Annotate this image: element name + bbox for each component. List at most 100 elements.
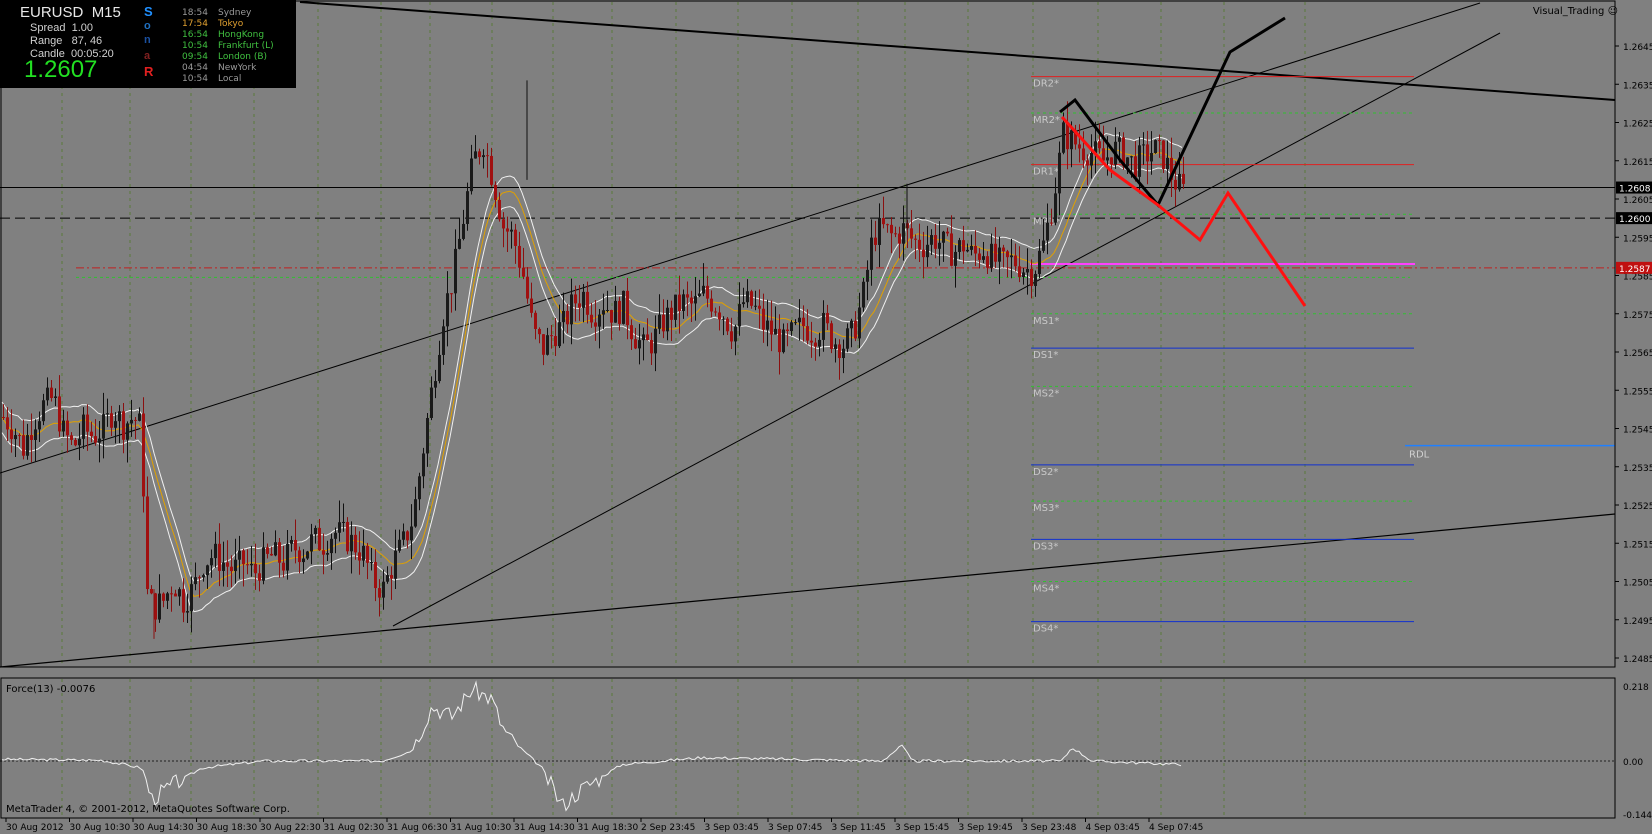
sonar-letter-o: o	[144, 20, 151, 32]
candle-body	[386, 575, 389, 582]
candle-body	[1154, 140, 1157, 154]
candle-body	[966, 249, 969, 252]
candle-body	[134, 419, 137, 421]
black-projection-zigzag	[1059, 16, 1286, 208]
indicator-tick-label: 0.218	[1623, 683, 1649, 693]
candle-body	[130, 419, 133, 424]
candle-body	[558, 322, 561, 347]
x-tick-label: 4 Sep 03:45	[1086, 823, 1140, 833]
candle-body	[958, 240, 961, 252]
trendline	[0, 513, 1616, 668]
x-tick-label: 30 Aug 10:30	[70, 823, 131, 833]
candle-body	[1158, 140, 1161, 142]
candle-body	[854, 320, 857, 339]
candle-body	[822, 312, 825, 340]
candle-body	[838, 344, 841, 359]
candle-body	[214, 543, 217, 559]
candle-body	[514, 229, 517, 246]
session-time: 10:54	[182, 74, 208, 84]
candle-body	[62, 420, 65, 432]
candle-body	[410, 526, 413, 541]
candle-body	[1146, 144, 1149, 162]
candle-body	[806, 326, 809, 341]
candle-body	[234, 559, 237, 572]
candle-body	[1138, 145, 1141, 177]
price-marker-box	[1616, 212, 1652, 225]
candle-body	[326, 553, 329, 555]
candle-body	[970, 245, 973, 250]
candle-body	[778, 328, 781, 353]
candle-body	[106, 413, 109, 415]
candle-body	[366, 545, 369, 563]
rdl-label: RDL	[1409, 450, 1430, 461]
candle-body	[110, 413, 113, 428]
candle-body	[334, 532, 337, 539]
lower-band	[1, 163, 1183, 613]
candle-body	[618, 300, 621, 324]
candle-body	[1170, 157, 1173, 180]
y-tick-label: 1.2635	[1623, 81, 1652, 91]
candle-body	[698, 293, 701, 297]
candle-body	[14, 435, 17, 440]
candle-body	[1010, 255, 1013, 258]
candle-body	[1070, 130, 1073, 150]
candle-body	[774, 328, 777, 335]
candle-body	[30, 435, 33, 440]
candle-body	[762, 308, 765, 330]
y-tick-label: 1.2615	[1623, 158, 1652, 168]
pivot-label-mr2: MR2*	[1033, 115, 1060, 126]
red-projection-zigzag	[1060, 115, 1307, 307]
indicator-tick-label: 0.00	[1623, 758, 1643, 768]
candle-body	[38, 421, 41, 430]
candle-body	[2, 417, 5, 419]
candle-body	[782, 329, 785, 353]
candle-body	[986, 256, 989, 268]
pivot-label-mr1: MR1*	[1033, 216, 1060, 227]
session-time: 09:54	[182, 52, 208, 62]
candle-body	[626, 290, 629, 326]
candle-body	[650, 340, 653, 354]
candle-body	[1118, 137, 1121, 142]
session-time: 04:54	[182, 63, 208, 73]
candle-body	[718, 312, 721, 320]
candle-body	[842, 348, 845, 359]
candle-body	[486, 155, 489, 157]
candle-body	[1082, 148, 1085, 161]
candle-body	[578, 303, 581, 308]
candle-body	[1006, 251, 1009, 258]
session-name: Sydney	[218, 8, 252, 18]
candle-body	[114, 421, 117, 428]
candle-body	[818, 339, 821, 347]
candle-body	[954, 251, 957, 266]
candle-body	[54, 396, 57, 398]
candle-body	[318, 527, 321, 551]
candle-body	[342, 521, 345, 523]
candle-body	[1126, 157, 1129, 167]
candle-body	[102, 414, 105, 439]
candle-body	[1022, 272, 1025, 277]
visual-trading-label: Visual_Trading ☺	[1532, 6, 1618, 17]
candle-body	[878, 217, 881, 245]
candle-body	[218, 543, 221, 571]
candle-body	[1014, 255, 1017, 267]
candle-body	[330, 538, 333, 554]
candle-body	[382, 581, 385, 598]
candle-body	[574, 294, 577, 304]
candle-body	[814, 342, 817, 347]
projection-pattern[interactable]	[1059, 16, 1307, 307]
candle-body	[870, 237, 873, 270]
candle-body	[454, 248, 457, 294]
candle-body	[1098, 141, 1101, 149]
candle-body	[162, 593, 165, 601]
session-name: HongKong	[218, 30, 265, 40]
candle-body	[434, 381, 437, 388]
candle-body	[186, 611, 189, 613]
candle-body	[934, 235, 937, 249]
candle-body	[250, 563, 253, 566]
candle-body	[770, 320, 773, 335]
candle-body	[242, 550, 245, 565]
candle-body	[550, 335, 553, 337]
candle-body	[610, 310, 613, 323]
candle-body	[758, 305, 761, 309]
